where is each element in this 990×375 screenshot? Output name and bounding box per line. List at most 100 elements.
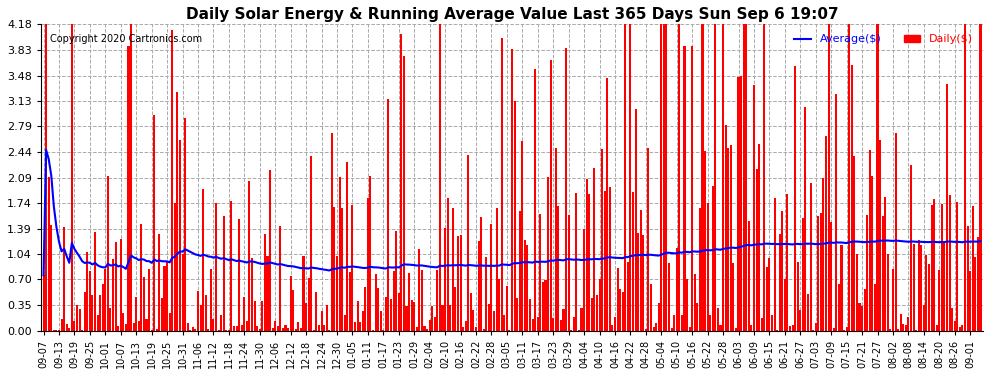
Bar bbox=[516, 298, 518, 331]
Bar bbox=[524, 240, 526, 331]
Bar bbox=[617, 268, 619, 331]
Bar bbox=[490, 224, 492, 331]
Bar bbox=[681, 315, 683, 331]
Bar bbox=[68, 328, 70, 331]
Bar bbox=[709, 315, 711, 331]
Bar bbox=[848, 24, 850, 331]
Bar bbox=[733, 262, 735, 331]
Bar bbox=[94, 232, 96, 331]
Bar bbox=[287, 328, 289, 331]
Bar bbox=[179, 140, 181, 331]
Bar bbox=[730, 146, 732, 331]
Bar bbox=[665, 24, 667, 331]
Bar bbox=[434, 316, 436, 331]
Bar bbox=[934, 199, 936, 331]
Bar bbox=[236, 326, 238, 331]
Bar bbox=[331, 133, 333, 331]
Bar bbox=[966, 226, 968, 331]
Bar bbox=[596, 295, 598, 331]
Bar bbox=[125, 324, 127, 331]
Bar bbox=[241, 325, 243, 331]
Bar bbox=[630, 24, 632, 331]
Bar bbox=[725, 125, 727, 331]
Bar bbox=[856, 254, 858, 331]
Bar bbox=[964, 24, 966, 331]
Bar bbox=[953, 321, 955, 331]
Bar bbox=[321, 312, 323, 331]
Bar bbox=[747, 220, 749, 331]
Bar bbox=[758, 144, 760, 331]
Bar bbox=[46, 24, 48, 331]
Bar bbox=[915, 330, 917, 331]
Bar bbox=[398, 293, 400, 331]
Bar bbox=[717, 308, 719, 331]
Bar bbox=[640, 210, 642, 331]
Bar bbox=[303, 256, 305, 331]
Bar bbox=[342, 208, 344, 331]
Bar bbox=[155, 329, 157, 331]
Bar bbox=[380, 310, 382, 331]
Bar bbox=[372, 330, 374, 331]
Bar bbox=[643, 235, 644, 331]
Bar bbox=[406, 306, 408, 331]
Bar bbox=[346, 162, 348, 331]
Bar bbox=[720, 325, 722, 331]
Bar bbox=[305, 303, 307, 331]
Bar bbox=[451, 209, 453, 331]
Bar bbox=[323, 325, 325, 331]
Bar bbox=[977, 237, 979, 331]
Bar bbox=[668, 263, 670, 331]
Bar bbox=[244, 297, 246, 331]
Bar bbox=[902, 324, 904, 331]
Bar bbox=[485, 257, 487, 331]
Bar bbox=[424, 326, 426, 331]
Bar bbox=[390, 299, 392, 331]
Bar bbox=[779, 234, 781, 331]
Bar bbox=[722, 24, 724, 331]
Bar bbox=[940, 204, 942, 331]
Bar bbox=[351, 205, 353, 331]
Bar bbox=[805, 107, 807, 331]
Bar bbox=[253, 301, 255, 331]
Bar bbox=[861, 306, 863, 331]
Bar bbox=[728, 148, 730, 331]
Bar bbox=[670, 328, 672, 331]
Bar bbox=[750, 325, 752, 331]
Bar bbox=[258, 329, 260, 331]
Bar bbox=[979, 24, 981, 331]
Bar bbox=[163, 266, 165, 331]
Bar bbox=[477, 241, 479, 331]
Text: Copyright 2020 Cartronics.com: Copyright 2020 Cartronics.com bbox=[50, 34, 203, 44]
Bar bbox=[231, 201, 233, 331]
Bar bbox=[359, 322, 361, 331]
Bar bbox=[408, 273, 410, 331]
Bar bbox=[858, 303, 860, 331]
Bar bbox=[786, 194, 788, 331]
Bar bbox=[882, 216, 884, 331]
Bar bbox=[385, 297, 387, 331]
Bar bbox=[336, 255, 338, 331]
Bar bbox=[503, 315, 505, 331]
Bar bbox=[143, 277, 145, 331]
Bar bbox=[264, 234, 266, 331]
Bar bbox=[972, 206, 974, 331]
Bar bbox=[807, 294, 809, 331]
Bar bbox=[200, 305, 202, 331]
Bar bbox=[174, 203, 176, 331]
Bar bbox=[552, 318, 554, 331]
Bar bbox=[426, 329, 428, 331]
Bar bbox=[519, 211, 521, 331]
Bar bbox=[501, 38, 503, 331]
Bar bbox=[187, 323, 189, 331]
Bar bbox=[445, 228, 446, 331]
Bar bbox=[554, 148, 556, 331]
Bar bbox=[836, 94, 838, 331]
Bar bbox=[356, 301, 358, 331]
Bar bbox=[632, 192, 634, 331]
Bar bbox=[943, 241, 945, 331]
Bar bbox=[910, 165, 912, 331]
Bar bbox=[892, 269, 894, 331]
Bar bbox=[511, 49, 513, 331]
Bar bbox=[948, 195, 950, 331]
Bar bbox=[421, 270, 423, 331]
